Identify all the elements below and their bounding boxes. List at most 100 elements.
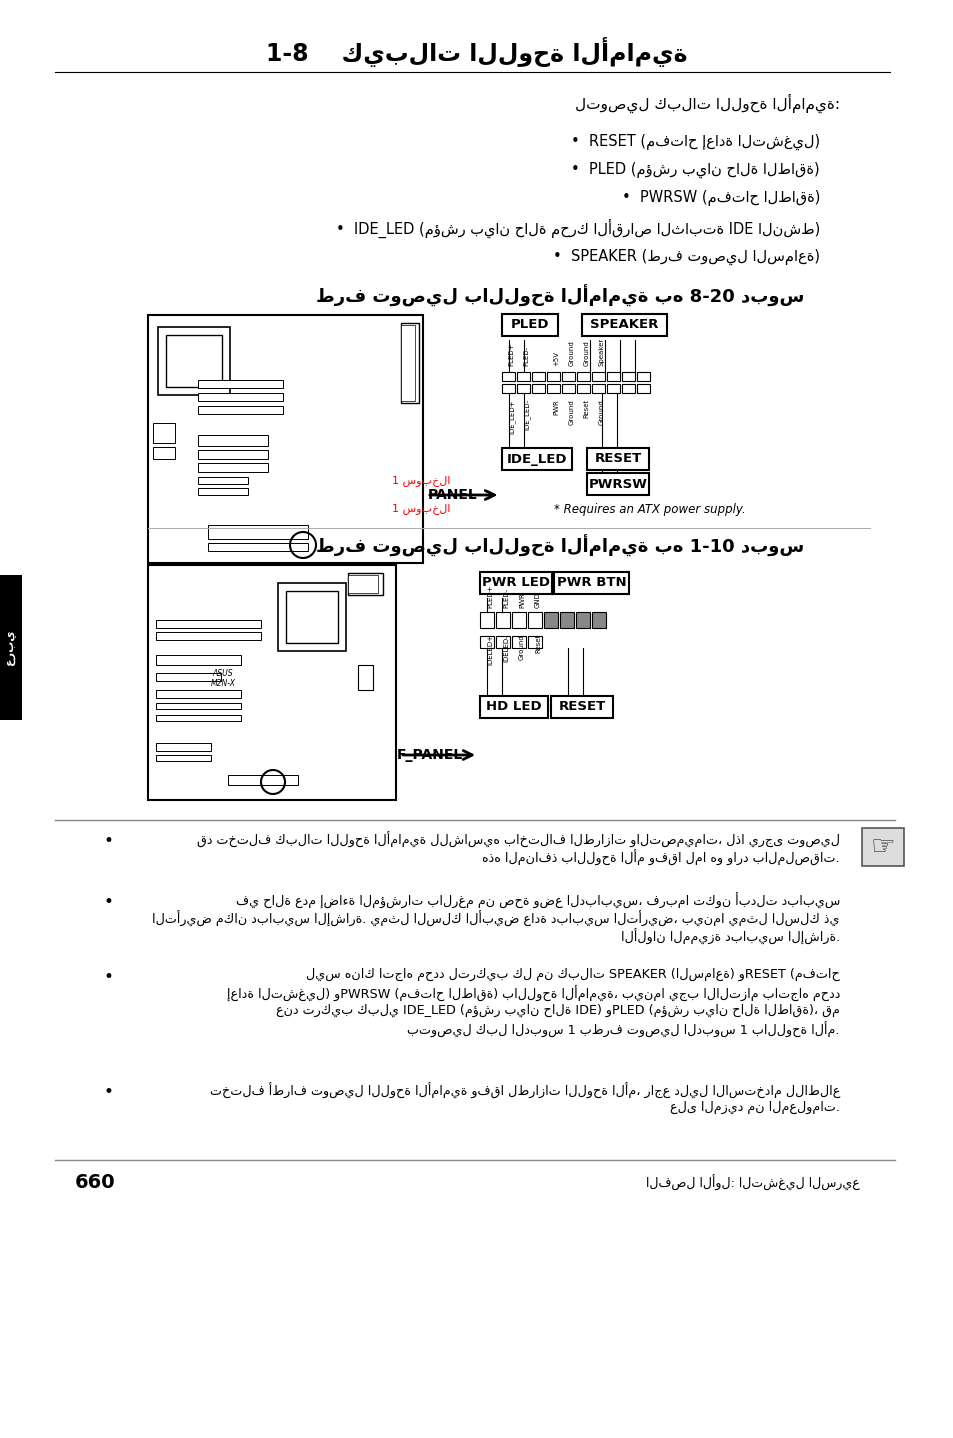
Text: •  SPEAKER (طرف توصيل السماعة): • SPEAKER (طرف توصيل السماعة) [553,249,820,265]
Bar [198,406,283,414]
Bar [400,325,415,401]
Bar [198,436,268,446]
Bar [527,636,541,649]
Text: PLED-: PLED- [502,588,509,608]
Bar [479,696,547,718]
Text: لتوصيل كبلات اللوحة الأمامية:: لتوصيل كبلات اللوحة الأمامية: [575,93,840,112]
Bar [586,473,648,495]
Text: ASUS: ASUS [213,669,233,677]
Bar [637,384,649,393]
Text: عربي: عربي [6,630,16,664]
Text: 1-8    كيبلات اللوحة الأمامية: 1-8 كيبلات اللوحة الأمامية [266,37,687,68]
Text: الفصل الأول: التشغيل السريع: الفصل الأول: التشغيل السريع [645,1175,859,1191]
Bar [479,572,552,594]
Text: 1 سوبخلا: 1 سوبخلا [392,476,450,486]
Bar [198,380,283,388]
Bar [198,487,248,495]
Bar [501,449,572,470]
Text: PANEL: PANEL [428,487,477,502]
Bar [501,384,515,393]
Bar [286,591,337,643]
Bar [862,828,903,866]
Bar [577,372,589,381]
Bar [479,613,494,628]
Text: طرف توصيل باللوحة الأمامية به 8-20 دبوس: طرف توصيل باللوحة الأمامية به 8-20 دبوس [315,285,803,308]
Text: PLED: PLED [510,318,549,332]
Bar [561,372,575,381]
Bar [158,326,230,395]
Bar [637,372,649,381]
Text: •  PLED (مؤشر بيان حالة الطاقة): • PLED (مؤشر بيان حالة الطاقة) [571,162,820,178]
Text: قد تختلف كبلات اللوحة الأمامية للشاسيه باختلاف الطرازات والتصميمات، لذا يرجى توص: قد تختلف كبلات اللوحة الأمامية للشاسيه ب… [196,833,840,848]
Text: PWR BTN: PWR BTN [557,577,626,590]
Bar [546,372,559,381]
Text: •  IDE_LED (مؤشر بيان حالة محرك الأقراص الثابتة IDE النشط): • IDE_LED (مؤشر بيان حالة محرك الأقراص ا… [335,219,820,237]
Bar [400,324,418,403]
Bar [501,372,515,381]
Text: RESET: RESET [558,700,605,713]
Text: بتوصيل كبل الدبوس 1 بطرف توصيل الدبوس 1 باللوحة الأم.: بتوصيل كبل الدبوس 1 بطرف توصيل الدبوس 1 … [407,1022,840,1038]
Bar [156,654,241,664]
Bar [527,613,541,628]
Text: PLED+: PLED+ [486,584,493,608]
Bar [554,572,628,594]
Text: PWR: PWR [518,592,524,608]
Text: •: • [103,833,112,850]
Bar [532,372,544,381]
Bar [592,613,605,628]
Bar [561,384,575,393]
Text: GND: GND [535,592,540,608]
Bar [546,384,559,393]
Text: Speaker: Speaker [598,338,604,367]
Text: Ground: Ground [568,341,574,367]
Bar [156,631,261,640]
Bar [532,384,544,393]
Text: Reset: Reset [583,398,589,418]
Bar [0,575,22,720]
Bar [592,384,604,393]
Bar [156,703,241,709]
Bar [198,463,268,472]
Text: إعادة التشغيل) وPWRSW (مفتاح الطاقة) باللوحة الأمامية، بينما يجب الالتزام باتجاه: إعادة التشغيل) وPWRSW (مفتاح الطاقة) بال… [227,986,840,1002]
Text: ليس هناك اتجاه محدد لتركيب كل من كبلات SPEAKER (السماعة) وRESET (مفتاح: ليس هناك اتجاه محدد لتركيب كل من كبلات S… [306,968,840,981]
Bar [592,372,604,381]
Bar [228,775,297,785]
Text: Ground: Ground [568,398,574,424]
Bar [512,613,525,628]
Text: IDELED+: IDELED+ [486,634,493,664]
Bar [517,384,530,393]
Bar [277,582,346,651]
Bar [576,613,589,628]
Text: HD LED: HD LED [486,700,541,713]
Bar [152,447,174,459]
Bar [577,384,589,393]
Bar [496,613,510,628]
Text: F_PANEL: F_PANEL [396,748,462,762]
Text: •: • [103,968,112,986]
Bar [156,743,211,751]
Text: •  PWRSW (مفتاح الطاقة): • PWRSW (مفتاح الطاقة) [621,190,820,206]
Text: +5V: +5V [553,351,558,367]
Text: Ground: Ground [598,398,604,424]
Bar [198,393,283,401]
Text: M2N-X: M2N-X [211,680,235,689]
Bar [517,372,530,381]
Bar [208,544,308,551]
Text: عند تركيب كبلي IDE_LED (مؤشر بيان حالة IDE) وPLED (مؤشر بيان حالة الطاقة)، قم: عند تركيب كبلي IDE_LED (مؤشر بيان حالة I… [275,1004,840,1017]
Bar [348,572,382,595]
Text: PWRSW: PWRSW [588,477,647,490]
Bar [156,715,241,720]
Bar [501,313,558,336]
Bar [148,315,422,564]
Bar [156,755,211,761]
Bar [156,620,261,628]
Bar [166,335,222,387]
Text: •: • [103,1083,112,1102]
Text: 660: 660 [75,1173,115,1192]
Text: •: • [103,893,112,912]
Text: •  RESET (مفتاح إعادة التشغيل): • RESET (مفتاح إعادة التشغيل) [570,134,820,150]
Text: الألوان المميزة دبابيس الإشارة.: الألوان المميزة دبابيس الإشارة. [620,929,840,945]
Bar [208,525,308,539]
Bar [559,613,574,628]
Text: IDELED-: IDELED- [502,634,509,661]
